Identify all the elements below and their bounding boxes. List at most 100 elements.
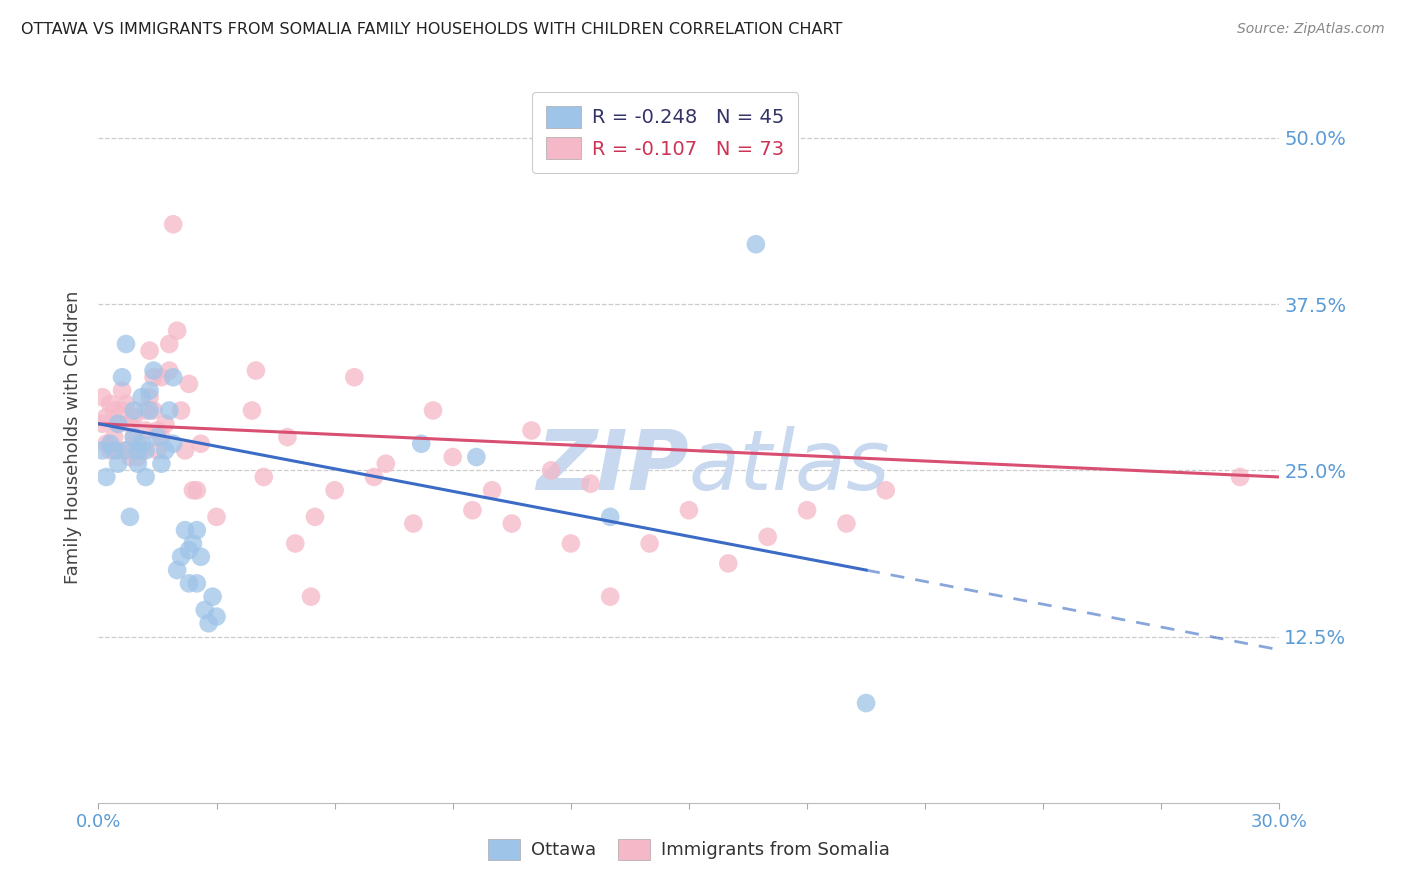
Point [103, 443, 125, 458]
Point [115, 397, 138, 411]
Point [599, 590, 621, 604]
Point [155, 417, 177, 431]
Point [166, 324, 188, 338]
Point [103, 403, 125, 417]
Text: atlas: atlas [689, 425, 890, 507]
Point [91, 417, 114, 431]
Point [122, 403, 145, 417]
Point [170, 549, 193, 564]
Point [127, 436, 149, 450]
Point [540, 463, 562, 477]
Point [155, 443, 177, 458]
Point [135, 443, 157, 458]
Point [201, 590, 224, 604]
Point [170, 403, 193, 417]
Point [115, 443, 138, 458]
Point [98, 436, 121, 450]
Point [91, 443, 114, 458]
Text: Source: ZipAtlas.com: Source: ZipAtlas.com [1237, 22, 1385, 37]
Point [177, 576, 200, 591]
Point [131, 390, 153, 404]
Point [96, 436, 118, 450]
Point [190, 549, 212, 564]
Point [103, 430, 125, 444]
Point [855, 696, 877, 710]
Point [162, 436, 184, 450]
Point [96, 410, 118, 425]
Point [138, 403, 160, 417]
Point [111, 403, 134, 417]
Point [122, 430, 145, 444]
Point [299, 590, 322, 604]
Point [166, 563, 188, 577]
Point [441, 450, 464, 464]
Point [186, 576, 208, 591]
Point [796, 503, 818, 517]
Point [638, 536, 661, 550]
Point [118, 417, 141, 431]
Point [162, 370, 184, 384]
Point [186, 523, 208, 537]
Point [717, 557, 740, 571]
Point [162, 217, 184, 231]
Point [304, 509, 326, 524]
Point [157, 337, 180, 351]
Point [138, 390, 160, 404]
Point [599, 509, 621, 524]
Point [186, 483, 208, 498]
Point [756, 530, 779, 544]
Point [127, 443, 149, 458]
Point [107, 417, 129, 431]
Point [98, 443, 121, 458]
Point [146, 443, 169, 458]
Point [835, 516, 858, 531]
Point [374, 457, 396, 471]
Point [343, 370, 366, 384]
Point [146, 430, 169, 444]
Point [138, 384, 160, 398]
Point [142, 363, 165, 377]
Point [127, 457, 149, 471]
Point [560, 536, 582, 550]
Text: ZIP: ZIP [536, 425, 689, 507]
Point [461, 503, 484, 517]
Point [107, 417, 129, 431]
Point [253, 470, 276, 484]
Point [91, 390, 114, 404]
Point [118, 509, 141, 524]
Point [150, 457, 173, 471]
Point [115, 337, 138, 351]
Point [422, 403, 444, 417]
Point [174, 443, 197, 458]
Point [181, 536, 204, 550]
Point [157, 403, 180, 417]
Y-axis label: Family Households with Children: Family Households with Children [63, 291, 82, 583]
Point [177, 543, 200, 558]
Point [111, 370, 134, 384]
Point [745, 237, 768, 252]
Point [411, 436, 433, 450]
Point [240, 403, 263, 417]
Point [194, 603, 217, 617]
Point [177, 376, 200, 391]
Point [135, 470, 157, 484]
Point [465, 450, 488, 464]
Point [205, 509, 228, 524]
Point [157, 363, 180, 377]
Legend: Ottawa, Immigrants from Somalia: Ottawa, Immigrants from Somalia [481, 831, 897, 867]
Point [107, 443, 129, 458]
Point [138, 343, 160, 358]
Point [363, 470, 385, 484]
Point [875, 483, 897, 498]
Point [276, 430, 298, 444]
Point [118, 450, 141, 464]
Point [520, 424, 543, 438]
Point [323, 483, 346, 498]
Point [142, 370, 165, 384]
Text: OTTAWA VS IMMIGRANTS FROM SOMALIA FAMILY HOUSEHOLDS WITH CHILDREN CORRELATION CH: OTTAWA VS IMMIGRANTS FROM SOMALIA FAMILY… [21, 22, 842, 37]
Point [135, 403, 157, 417]
Point [245, 363, 267, 377]
Point [127, 450, 149, 464]
Point [284, 536, 307, 550]
Point [96, 470, 118, 484]
